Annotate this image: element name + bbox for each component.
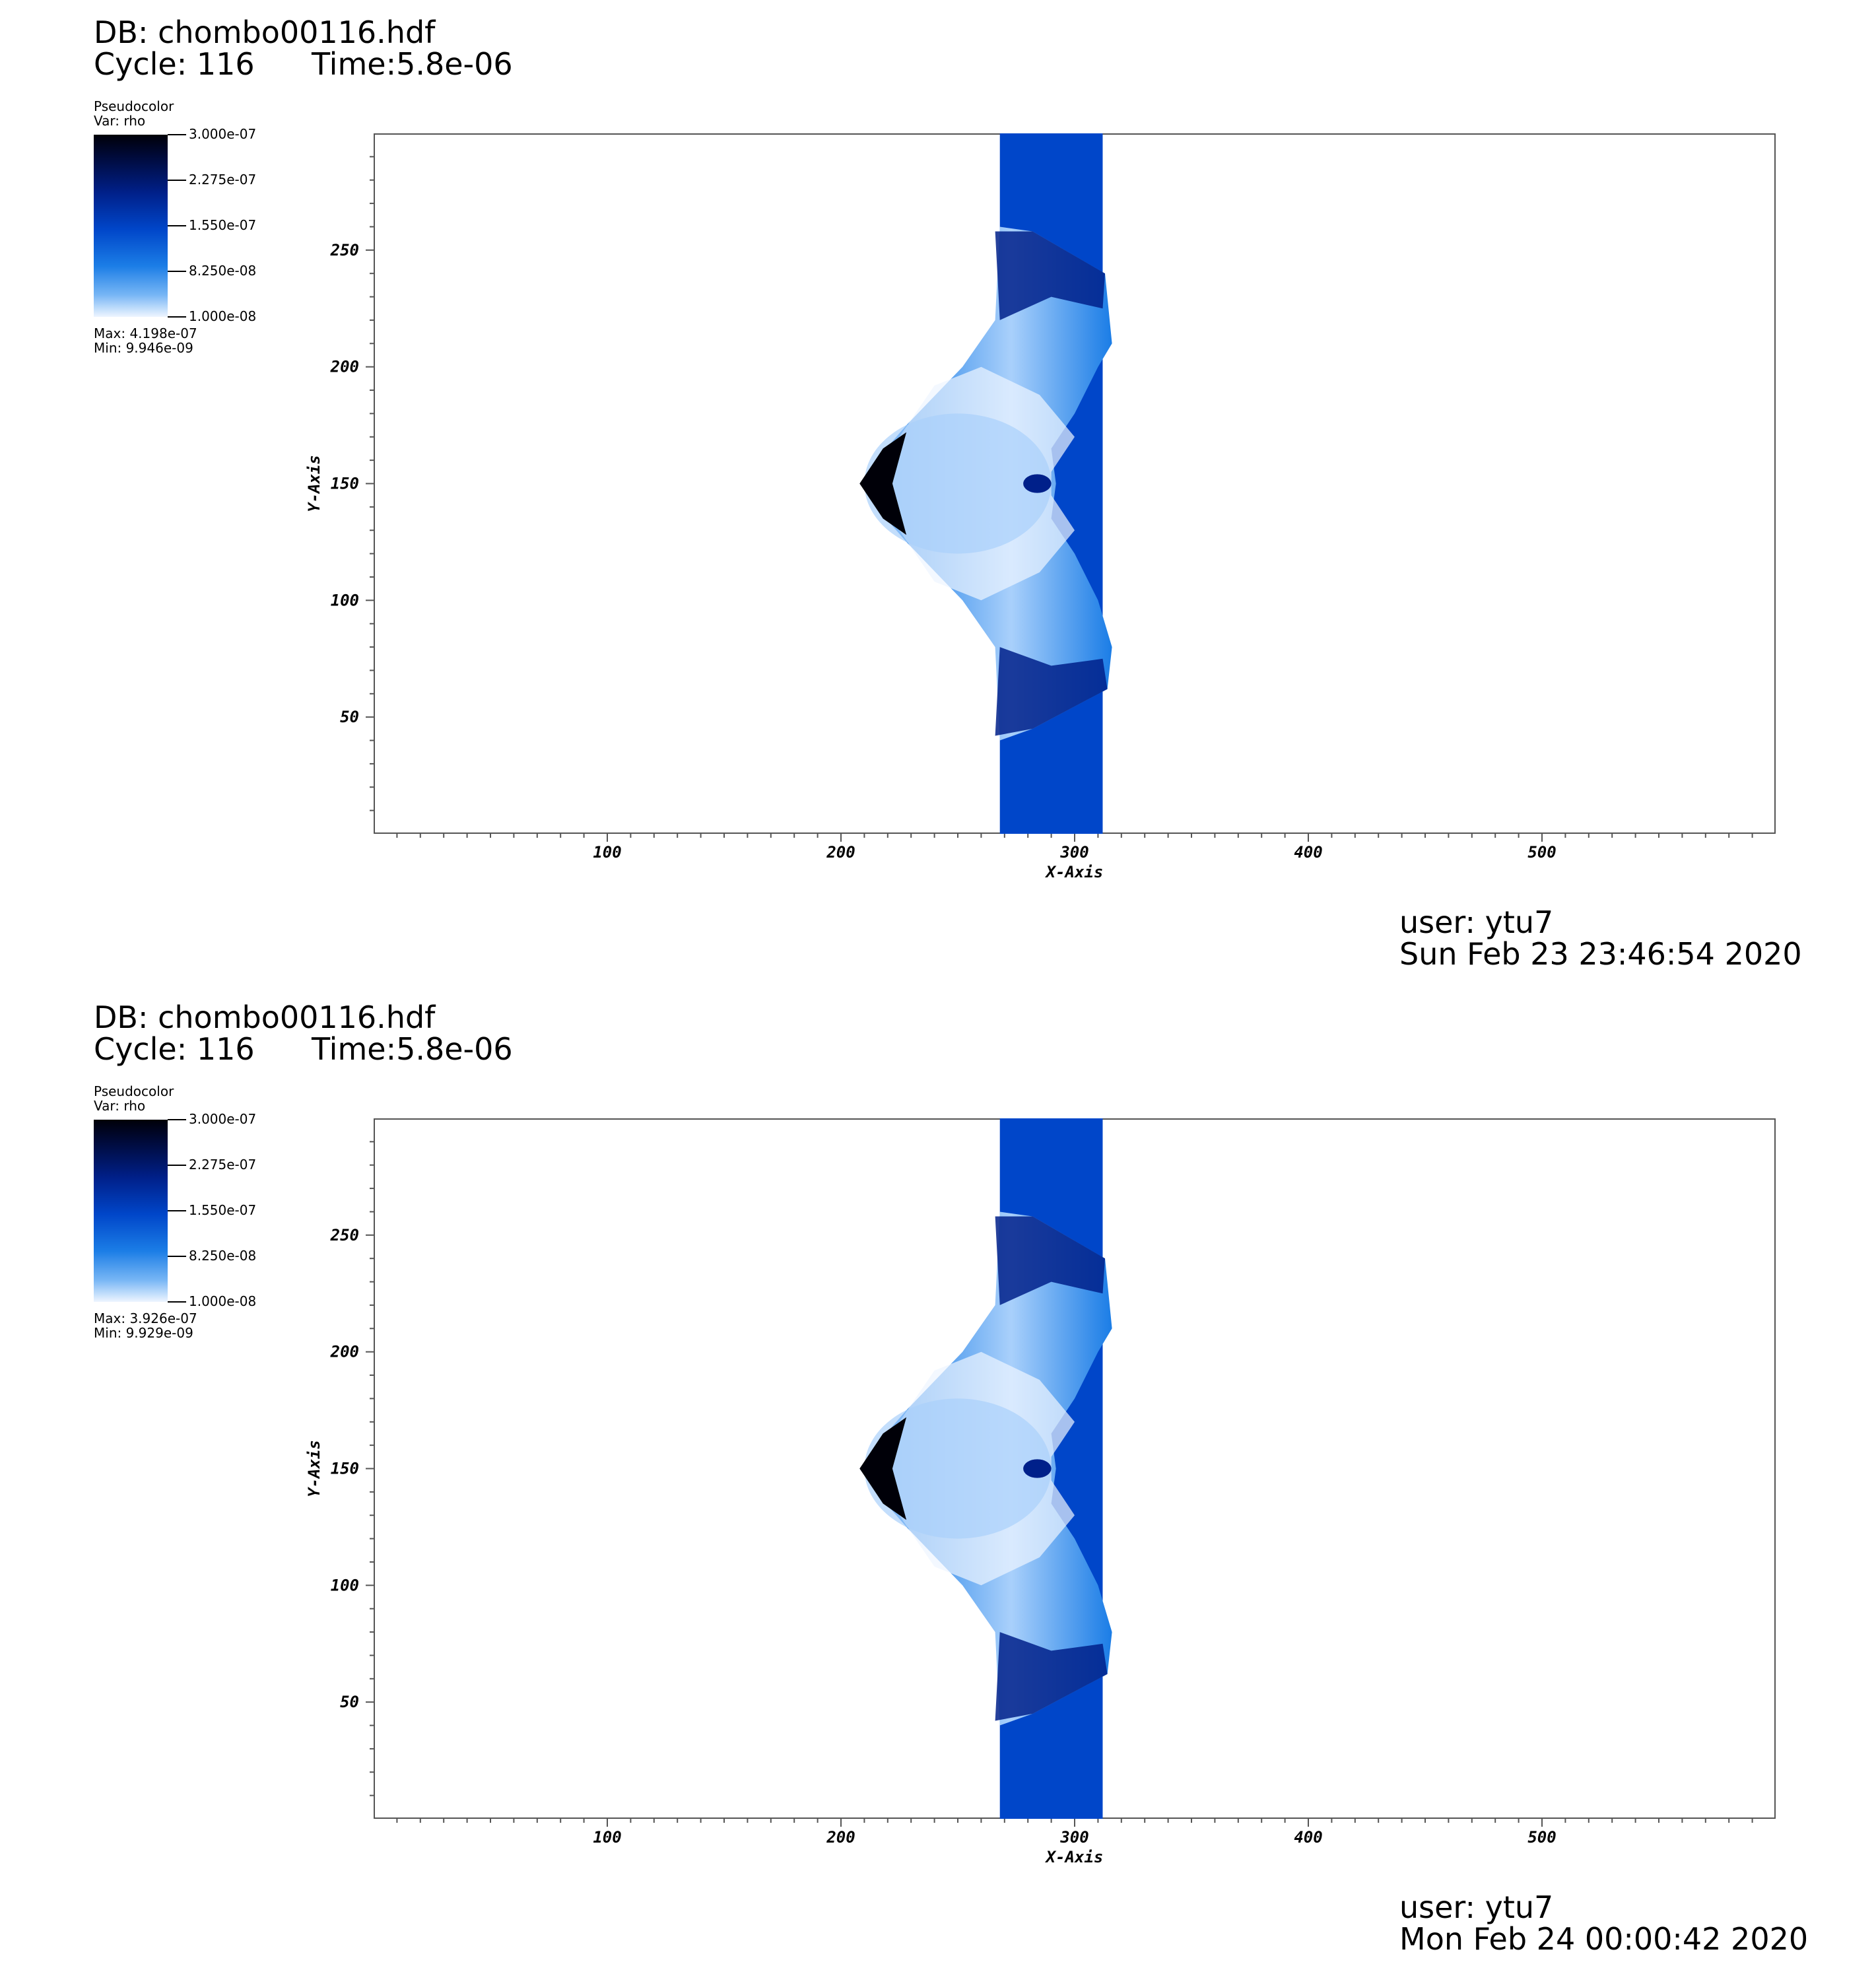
legend-min: Min: 9.946e-09 bbox=[94, 340, 193, 356]
colorbar-tick-label: 1.000e-08 bbox=[189, 308, 257, 324]
colorbar-legend: Pseudocolor Var: rho 3.000e-07 2.275e-07… bbox=[94, 99, 292, 363]
plot-area: 100 200 300 400 500 50 100 150 200 250 X-Axis Y-Axi… bbox=[305, 1118, 1776, 1866]
x-tick-label: 200 bbox=[826, 843, 855, 862]
legend-variable: Var: rho bbox=[94, 113, 146, 129]
database-label: DB: chombo00116.hdf bbox=[94, 15, 436, 50]
y-tick-label: 200 bbox=[330, 358, 359, 376]
y-tick-label: 200 bbox=[330, 1343, 359, 1361]
x-tick-label: 500 bbox=[1527, 1828, 1556, 1847]
legend-min: Min: 9.929e-09 bbox=[94, 1325, 193, 1341]
colorbar-tick-label: 1.550e-07 bbox=[189, 217, 257, 233]
colorbar-legend: Pseudocolor Var: rho 3.000e-07 2.275e-07… bbox=[94, 1084, 292, 1348]
colorbar-tick-label: 8.250e-08 bbox=[189, 263, 257, 279]
colorbar-tick-label: 3.000e-07 bbox=[189, 126, 257, 142]
dense-front bbox=[859, 432, 907, 535]
legend-title: Pseudocolor bbox=[94, 98, 174, 114]
lower-cap bbox=[995, 647, 1108, 736]
lower-cap bbox=[995, 1632, 1108, 1721]
legend-variable: Var: rho bbox=[94, 1098, 146, 1114]
legend-max: Max: 3.926e-07 bbox=[94, 1310, 197, 1326]
cycle-time-line: Cycle: 116 Time:5.8e-06 bbox=[94, 46, 513, 82]
x-axis-label: X-Axis bbox=[1045, 1848, 1104, 1866]
plot-panel-2: DB: chombo00116.hdf Cycle: 116 Time:5.8e… bbox=[0, 985, 1876, 1970]
colorbar-tick-label: 8.250e-08 bbox=[189, 1248, 257, 1264]
y-axis-label: Y-Axis bbox=[305, 1440, 323, 1497]
time-label: Time:5.8e-06 bbox=[312, 46, 513, 82]
dense-front bbox=[859, 1417, 907, 1520]
right-knot bbox=[1023, 1459, 1052, 1478]
legend-title: Pseudocolor bbox=[94, 1083, 174, 1099]
central-clump bbox=[864, 1398, 1052, 1539]
date-label: Sun Feb 23 23:46:54 2020 bbox=[1399, 936, 1802, 972]
date-label: Mon Feb 24 00:00:42 2020 bbox=[1399, 1921, 1809, 1957]
plot-panel-1: DB: chombo00116.hdf Cycle: 116 Time:5.8e… bbox=[94, 15, 1802, 972]
database-label: DB: chombo00116.hdf bbox=[94, 1000, 436, 1035]
x-tick-label: 300 bbox=[1059, 1828, 1089, 1847]
density-field: 100 200 300 400 500 50 100 150 200 250 X-Axis Y-Axi… bbox=[305, 133, 1753, 881]
x-tick-label: 300 bbox=[1059, 843, 1089, 862]
y-tick-label: 150 bbox=[331, 1460, 359, 1478]
x-axis-label: X-Axis bbox=[1045, 863, 1104, 881]
colorbar-tick-label: 2.275e-07 bbox=[189, 172, 257, 187]
x-tick-label: 100 bbox=[593, 1828, 621, 1847]
x-tick-label: 100 bbox=[593, 843, 621, 862]
colorbar-tick-label: 1.000e-08 bbox=[189, 1293, 257, 1309]
user-label: user: ytu7 bbox=[1399, 1889, 1554, 1925]
y-tick-label: 50 bbox=[340, 708, 359, 726]
axis-ticks bbox=[366, 156, 1753, 842]
right-knot bbox=[1023, 474, 1052, 493]
user-label: user: ytu7 bbox=[1399, 904, 1554, 940]
colorbar bbox=[94, 135, 168, 317]
y-tick-label: 250 bbox=[330, 1226, 359, 1244]
upper-cap bbox=[995, 231, 1105, 320]
y-tick-label: 100 bbox=[331, 591, 359, 609]
upper-cap bbox=[995, 1216, 1105, 1305]
time-label: Time:5.8e-06 bbox=[312, 1031, 513, 1067]
x-tick-label: 500 bbox=[1527, 843, 1556, 862]
cycle-time-line: Cycle: 116 Time:5.8e-06 bbox=[94, 1031, 513, 1067]
colorbar-tick-label: 2.275e-07 bbox=[189, 1157, 257, 1172]
y-tick-label: 250 bbox=[330, 241, 359, 259]
colorbar bbox=[94, 1120, 168, 1302]
x-tick-label: 400 bbox=[1294, 1828, 1322, 1847]
axis-ticks bbox=[366, 1141, 1753, 1827]
colorbar-tick-label: 3.000e-07 bbox=[189, 1111, 257, 1127]
legend-max: Max: 4.198e-07 bbox=[94, 325, 197, 341]
plot-area: 100 200 300 400 500 50 100 150 200 250 X-Axis Y-Axi… bbox=[305, 133, 1776, 881]
x-tick-label: 200 bbox=[826, 1828, 855, 1847]
y-tick-label: 50 bbox=[340, 1693, 359, 1711]
density-field: 100 200 300 400 500 50 100 150 200 250 X-Axis Y-Axi… bbox=[305, 1118, 1753, 1866]
y-tick-label: 100 bbox=[331, 1576, 359, 1594]
y-tick-label: 150 bbox=[331, 475, 359, 493]
central-clump bbox=[864, 413, 1052, 554]
colorbar-tick-label: 1.550e-07 bbox=[189, 1202, 257, 1218]
x-tick-label: 400 bbox=[1294, 843, 1322, 862]
cycle-label: Cycle: 116 bbox=[94, 46, 255, 82]
y-axis-label: Y-Axis bbox=[305, 455, 323, 512]
cycle-label: Cycle: 116 bbox=[94, 1031, 255, 1067]
